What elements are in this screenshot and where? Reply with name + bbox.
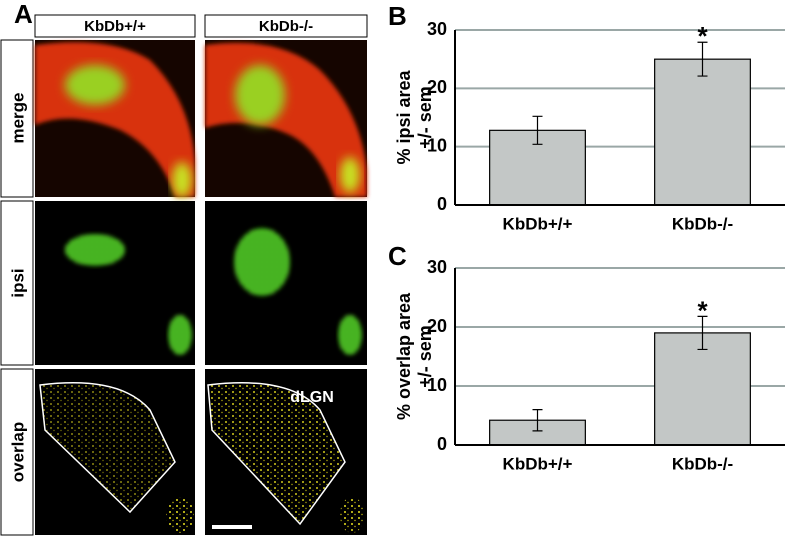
image-overlap-wt <box>35 369 195 535</box>
panel-letter: C <box>388 241 407 271</box>
y-tick-label: 30 <box>427 257 447 277</box>
significance-marker: * <box>697 295 708 325</box>
error-bar <box>532 115 543 145</box>
x-tick-label: KbDb-/- <box>672 214 733 233</box>
y-tick-label: 10 <box>427 375 447 395</box>
column-header: KbDb+/+ <box>84 18 146 35</box>
x-tick-label: KbDb-/- <box>672 454 733 473</box>
y-tick-label: 0 <box>437 434 447 454</box>
error-bar <box>697 315 708 351</box>
image-merge-ko <box>205 40 367 198</box>
y-tick-label: 30 <box>427 19 447 39</box>
y-axis-label: +/- sem <box>415 86 435 149</box>
row-label-box <box>0 200 34 366</box>
y-tick-label: 20 <box>427 316 447 336</box>
y-tick-label: 20 <box>427 77 447 97</box>
y-tick-label: 10 <box>427 135 447 155</box>
significance-marker: * <box>697 21 708 51</box>
panel-letter: B <box>388 1 407 31</box>
row-label-box <box>0 368 34 536</box>
column-header-box <box>34 14 196 38</box>
x-tick-label: KbDb+/+ <box>503 214 573 233</box>
y-axis-label: % ipsi area <box>394 69 414 164</box>
error-bar <box>697 41 708 77</box>
region-label: dLGN <box>290 389 334 406</box>
column-header: KbDb-/- <box>259 18 313 35</box>
y-tick-label: 0 <box>437 194 447 214</box>
image-overlap-ko <box>205 369 367 535</box>
y-axis-label: % overlap area <box>394 292 414 420</box>
y-axis-label: +/- sem <box>415 325 435 388</box>
image-ipsi-ko <box>205 201 367 365</box>
x-tick-label: KbDb+/+ <box>503 454 573 473</box>
bar <box>654 332 751 446</box>
image-merge-wt <box>35 40 195 198</box>
error-bar <box>532 409 543 432</box>
row-label: ipsi <box>8 268 27 297</box>
column-header-box <box>204 14 368 38</box>
bar <box>654 58 751 206</box>
row-label: overlap <box>8 422 27 482</box>
row-label: merge <box>8 92 27 143</box>
image-ipsi-wt <box>35 201 195 365</box>
panel-letter: A <box>14 0 33 29</box>
row-label-box <box>0 39 34 198</box>
